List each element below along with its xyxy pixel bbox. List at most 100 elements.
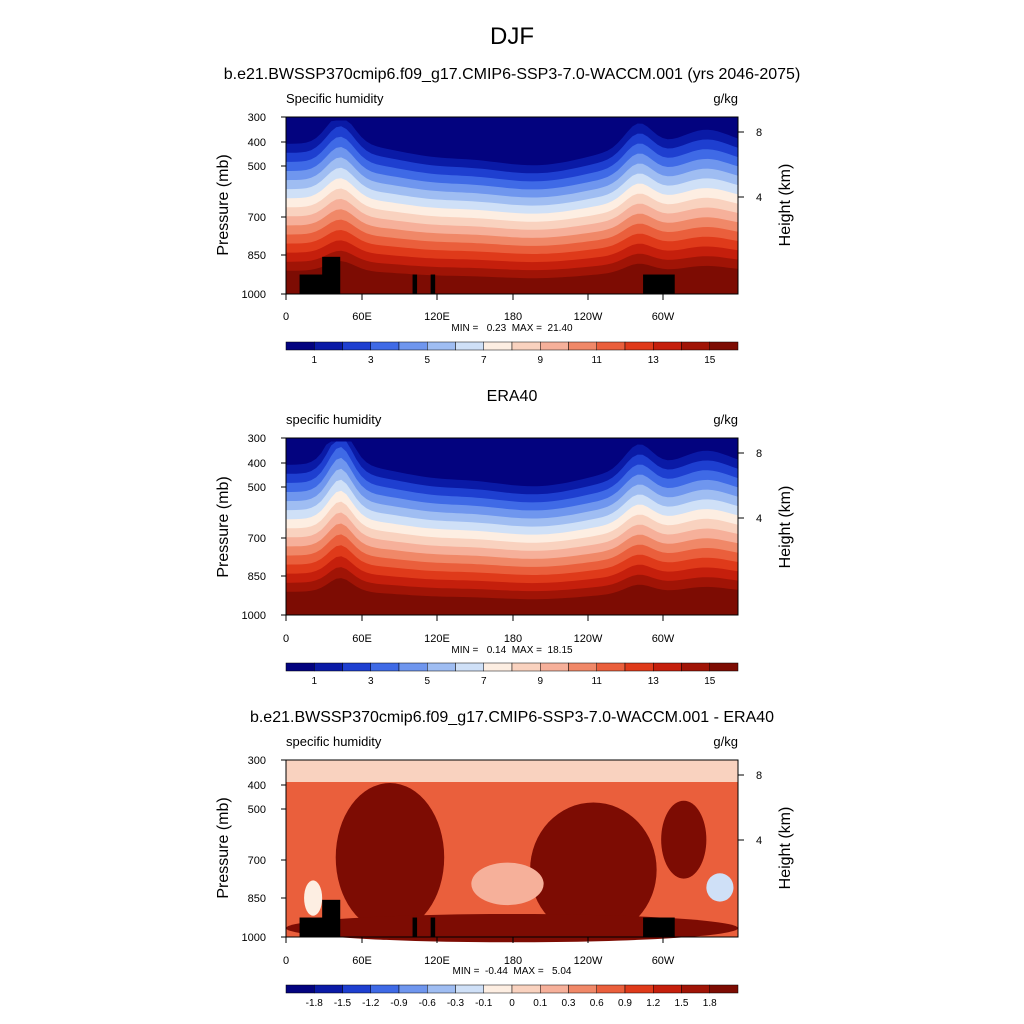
contour-blob (706, 873, 734, 902)
y-tick-label: 400 (248, 780, 266, 792)
colorbar-label: -1.5 (334, 998, 352, 1009)
colorbar-swatch (596, 341, 626, 351)
y-tick-label: 700 (248, 212, 266, 224)
y2-tick-label: 8 (756, 448, 762, 460)
x-tick-marks (285, 294, 664, 300)
x-tick-label: 0 (283, 955, 289, 967)
x-tick-label: 120W (574, 633, 603, 645)
y-tick-label: 400 (248, 458, 266, 470)
season-title: DJF (490, 23, 534, 50)
y2-tick-label: 8 (756, 770, 762, 782)
colorbar-label: 5 (424, 355, 430, 366)
topography-mask (412, 274, 418, 294)
colorbar-swatch (314, 984, 343, 994)
contour-band (286, 760, 738, 782)
panel-diff-x-ticks: 0 60E 120E 180 120W 60W (283, 937, 675, 967)
colorbar-swatch (511, 341, 541, 351)
panel-model-y2-ticks: 8 4 (738, 127, 762, 204)
colorbar-swatch (596, 984, 626, 994)
colorbar-label: -0.3 (447, 998, 465, 1009)
y-tick-marks (281, 759, 286, 938)
panel-diff-ylabel: Pressure (mb) (215, 797, 232, 898)
colorbar-swatch (370, 662, 400, 672)
colorbar-label: -0.9 (390, 998, 408, 1009)
colorbar-swatch (624, 662, 654, 672)
colorbar-swatch (709, 984, 739, 994)
panel-era40-ylabel: Pressure (mb) (215, 476, 232, 577)
contour-blob (335, 783, 445, 932)
x-tick-label: 60W (652, 955, 675, 967)
y-tick-label: 850 (248, 250, 266, 262)
topography-mask (643, 917, 675, 937)
y2-tick-label: 4 (756, 192, 762, 204)
x-tick-label: 180 (504, 633, 522, 645)
x-tick-label: 60E (352, 955, 372, 967)
topography-mask (322, 899, 341, 937)
y-tick-label: 1000 (242, 289, 266, 301)
colorbar-swatch (653, 341, 682, 351)
colorbar-swatch (540, 662, 569, 672)
panel-era40-title: ERA40 (487, 388, 538, 405)
panel-model: Specific humidity g/kg 300 400 500 700 8… (215, 91, 794, 366)
colorbar-label: 13 (648, 355, 660, 366)
colorbar-swatch (624, 341, 654, 351)
x-tick-label: 0 (283, 311, 289, 323)
panel-model-contour-field (286, 117, 738, 294)
colorbar-label: 7 (481, 355, 487, 366)
colorbar-swatch (455, 984, 484, 994)
y-tick-label: 700 (248, 533, 266, 545)
panel-diff-stats: MIN = -0.44 MAX = 5.04 (453, 966, 572, 977)
colorbar-label: 15 (704, 355, 716, 366)
x-tick-label: 60W (652, 633, 675, 645)
y2-tick-label: 4 (756, 513, 762, 525)
contour-band (286, 261, 738, 294)
colorbar-label: -0.6 (419, 998, 437, 1009)
colorbar-swatch (314, 662, 343, 672)
colorbar-swatch (398, 341, 428, 351)
y2-tick-marks (738, 774, 744, 841)
colorbar-label: 9 (537, 355, 543, 366)
main-title: b.e21.BWSSP370cmip6.f09_g17.CMIP6-SSP3-7… (224, 66, 801, 83)
topography-mask (643, 274, 675, 294)
y-tick-label: 850 (248, 893, 266, 905)
contour-band (286, 578, 738, 615)
y2-tick-marks (738, 452, 744, 519)
x-tick-label: 120W (574, 955, 603, 967)
colorbar-label: 11 (592, 676, 603, 687)
colorbar-swatch (540, 341, 569, 351)
colorbar-swatch (653, 662, 682, 672)
x-tick-marks (285, 615, 664, 621)
panel-era40: ERA40 specific humidity g/kg 300 400 500… (215, 388, 794, 687)
panel-era40-contour-field (286, 438, 738, 615)
topography-mask (412, 917, 418, 937)
colorbar-label: 3 (368, 355, 374, 366)
x-tick-label: 0 (283, 633, 289, 645)
colorbar-swatch (370, 341, 400, 351)
panel-diff-y2-ticks: 8 4 (738, 770, 762, 847)
colorbar-swatch (511, 662, 541, 672)
colorbar-swatch (427, 662, 456, 672)
x-tick-label: 120E (424, 955, 450, 967)
colorbar-label: -1.8 (306, 998, 324, 1009)
y-tick-marks (281, 116, 286, 295)
colorbar-swatch (398, 984, 428, 994)
y-tick-label: 500 (248, 804, 266, 816)
colorbar-label: -1.2 (362, 998, 380, 1009)
colorbar-label: 9 (537, 676, 543, 687)
x-tick-label: 120W (574, 311, 603, 323)
panel-model-left-label: Specific humidity (286, 91, 384, 106)
x-tick-marks (285, 937, 664, 943)
panel-diff-y-ticks: 300 400 500 700 850 1000 (242, 755, 286, 944)
colorbar-label: 0 (509, 998, 515, 1009)
y2-tick-label: 4 (756, 835, 762, 847)
panel-diff-y2label: Height (km) (777, 807, 794, 890)
panel-era40-y2label: Height (km) (777, 486, 794, 569)
colorbar-swatch (455, 662, 484, 672)
panel-model-stats: MIN = 0.23 MAX = 21.40 (451, 323, 573, 334)
colorbar-swatch (681, 984, 710, 994)
colorbar-swatch (596, 662, 626, 672)
contour-blob (530, 802, 657, 937)
colorbar-label: -0.1 (475, 998, 493, 1009)
x-tick-label: 120E (424, 633, 450, 645)
colorbar-swatch (511, 984, 541, 994)
